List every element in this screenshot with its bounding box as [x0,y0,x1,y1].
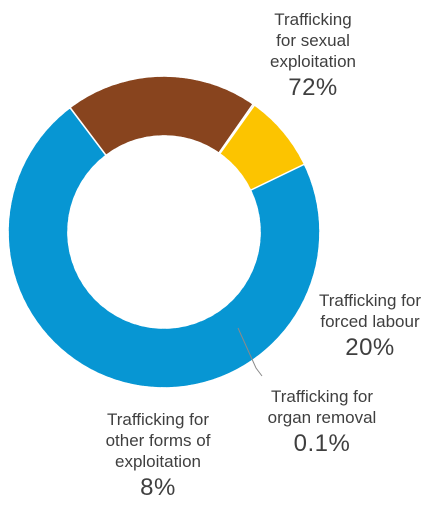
label-forced-labour: Trafficking for forced labour 20% [296,290,444,363]
label-line: forced labour [320,312,420,331]
label-line: exploitation [114,452,201,471]
outer-ring-outline [7,75,321,389]
label-line: Trafficking for [318,291,422,310]
leader-line-organ-removal [237,327,263,377]
label-line: Trafficking for [270,387,374,406]
label-other-forms: Trafficking for other forms of exploitat… [78,409,238,503]
label-sexual-exploitation: Trafficking for sexual exploitation 72% [228,9,398,103]
label-line: Trafficking for [106,410,210,429]
value-label: 72% [288,74,338,101]
label-line: Trafficking [274,10,352,29]
label-line: organ removal [267,408,377,427]
value-label: 0.1% [293,430,351,457]
label-line: for sexual [276,31,350,50]
inner-ring-outline [67,135,261,329]
label-line: exploitation [269,52,356,71]
label-line: other forms of [105,431,211,450]
value-label: 20% [345,334,395,361]
label-organ-removal: Trafficking for organ removal 0.1% [248,386,396,459]
value-label: 8% [140,474,176,501]
